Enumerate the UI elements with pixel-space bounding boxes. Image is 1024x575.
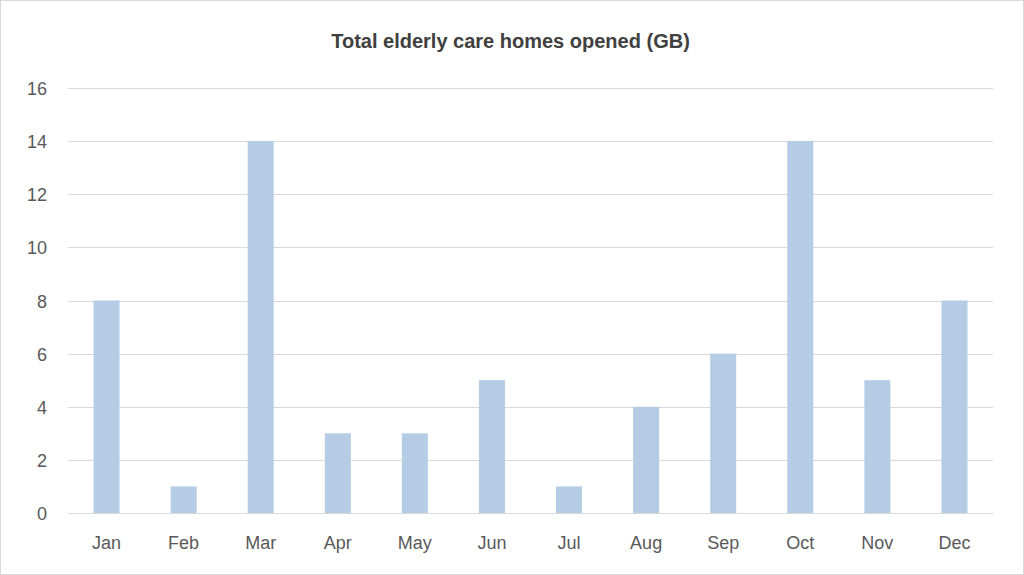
- bar: [633, 407, 659, 513]
- bar: [556, 486, 582, 513]
- x-tick-label: Jan: [92, 533, 121, 553]
- grid-line: [68, 354, 993, 355]
- bar: [941, 301, 967, 514]
- bar: [864, 380, 890, 513]
- x-tick-label: Dec: [938, 533, 970, 553]
- bar: [402, 433, 428, 513]
- bar: [479, 380, 505, 513]
- grid-line: [68, 247, 993, 248]
- y-tick-label: 0: [37, 504, 47, 524]
- grid-line: [68, 141, 993, 142]
- bar: [710, 354, 736, 513]
- grid-line: [68, 88, 993, 89]
- x-tick-label: Nov: [861, 533, 893, 553]
- x-tick-label: Mar: [245, 533, 276, 553]
- bar: [248, 141, 274, 513]
- y-tick-label: 14: [27, 132, 47, 152]
- grid: [68, 89, 993, 514]
- grid-line: [68, 460, 993, 461]
- x-axis: Jan Feb Mar Apr May Jun Jul Aug Sep Oct Nov Dec: [92, 533, 970, 553]
- grid-line: [68, 301, 993, 302]
- y-tick-label: 16: [27, 79, 47, 99]
- chart-border: [1, 1, 1024, 575]
- x-tick-label: Feb: [168, 533, 199, 553]
- chart-title: Total elderly care homes opened (GB): [331, 30, 690, 52]
- y-tick-label: 4: [37, 398, 47, 418]
- y-axis: 0 2 4 6 8 10 12 14 16: [27, 79, 47, 524]
- chart-svg: Total elderly care homes opened (GB) 0 2 4 6…: [0, 0, 1024, 575]
- bar: [94, 301, 120, 514]
- grid-line: [68, 407, 993, 408]
- x-axis-line: [68, 513, 993, 514]
- x-tick-label: May: [398, 533, 432, 553]
- bar: [787, 141, 813, 513]
- x-tick-label: Jul: [558, 533, 581, 553]
- x-tick-label: Aug: [630, 533, 662, 553]
- bar: [325, 433, 351, 513]
- chart-container: Total elderly care homes opened (GB) 0 2 4 6…: [0, 0, 1024, 575]
- y-tick-label: 10: [27, 238, 47, 258]
- x-tick-label: Sep: [707, 533, 739, 553]
- y-tick-label: 2: [37, 451, 47, 471]
- bar: [171, 486, 197, 513]
- x-tick-label: Apr: [324, 533, 352, 553]
- grid-line: [68, 513, 993, 514]
- grid-line: [68, 194, 993, 195]
- x-tick-label: Oct: [786, 533, 814, 553]
- y-tick-label: 12: [27, 185, 47, 205]
- x-tick-label: Jun: [477, 533, 506, 553]
- y-tick-label: 8: [37, 292, 47, 312]
- y-tick-label: 6: [37, 345, 47, 365]
- bars: [94, 141, 968, 513]
